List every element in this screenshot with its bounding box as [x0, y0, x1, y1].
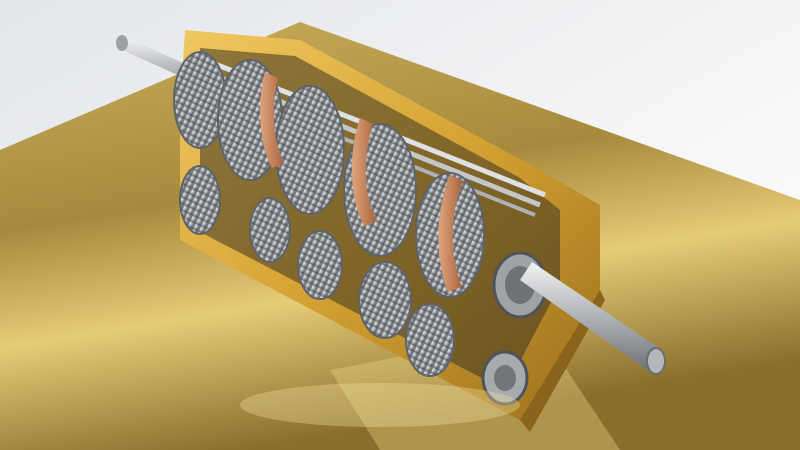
gear-cluster-lower	[179, 165, 455, 377]
gear	[179, 165, 221, 235]
gear	[405, 303, 455, 377]
bearings	[481, 251, 548, 406]
output-shaft	[520, 262, 666, 375]
gear	[275, 85, 345, 215]
shift-forks	[260, 72, 463, 292]
gear	[297, 230, 343, 300]
gear	[249, 197, 291, 263]
gear	[358, 261, 412, 339]
floor-reflection	[240, 383, 520, 427]
